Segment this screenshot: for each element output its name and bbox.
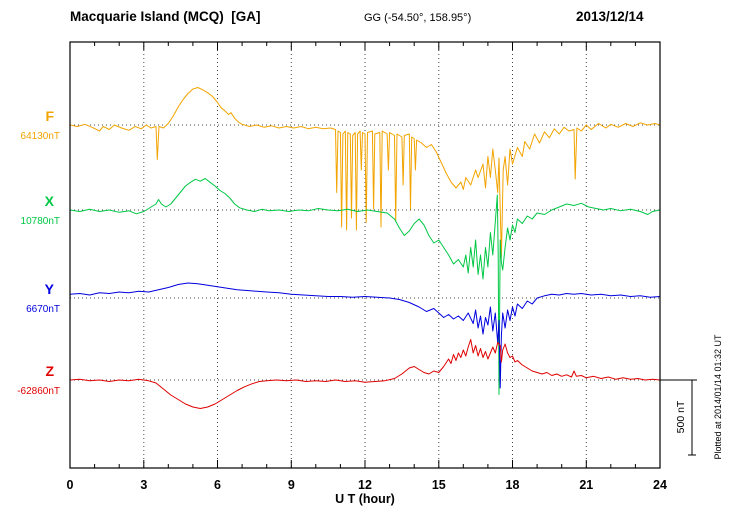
x-tick-label: 3 — [140, 478, 147, 492]
x-tick-label: 9 — [288, 478, 295, 492]
station-title: Macquarie Island (MCQ) [GA] — [70, 9, 261, 24]
x-axis-label: U T (hour) — [335, 492, 395, 506]
trace-y — [69, 282, 661, 389]
trace-x — [69, 178, 661, 395]
plotted-at-note: Plotted at 2014/01/14 01:32 UT — [713, 334, 723, 460]
axis-ticks — [69, 42, 661, 468]
trace-f — [69, 87, 661, 258]
x-tick-labels: 0 3 6 9 12 15 18 21 24 — [67, 478, 667, 492]
x-tick-label: 0 — [67, 478, 74, 492]
grid-lines — [143, 42, 587, 468]
scale-bar — [660, 379, 697, 456]
x-tick-label: 6 — [214, 478, 221, 492]
baseline-value-z: -62860nT — [17, 386, 60, 397]
x-tick-label: 12 — [358, 478, 372, 492]
x-tick-label: 24 — [653, 478, 667, 492]
x-tick-label: 18 — [506, 478, 520, 492]
data-traces — [69, 87, 661, 409]
series-label-z: Z — [45, 363, 54, 379]
baseline-value-y: 6670nT — [26, 304, 60, 315]
baseline-value-f: 64130nT — [20, 131, 60, 142]
baseline-value-x: 10780nT — [20, 216, 60, 227]
series-label-y: Y — [44, 281, 54, 297]
trace-z — [69, 339, 661, 409]
plot-frame — [69, 41, 661, 469]
x-tick-label: 15 — [432, 478, 446, 492]
x-tick-label: 21 — [579, 478, 593, 492]
series-label-f: F — [45, 108, 54, 124]
station-coordinates: GG (-54.50°, 158.95°) — [364, 12, 472, 24]
scalebar-label: 500 nT — [675, 400, 687, 433]
series-label-x: X — [44, 193, 54, 209]
plot-date: 2013/12/14 — [576, 9, 644, 24]
